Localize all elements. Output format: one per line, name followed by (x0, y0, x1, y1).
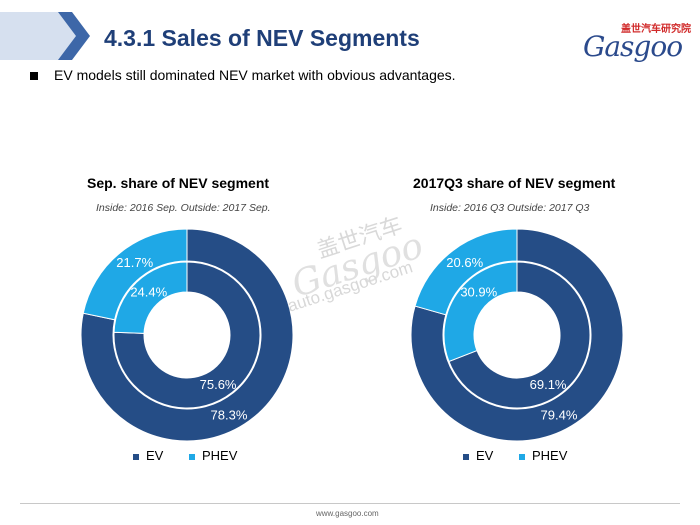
bullet-square-icon (30, 72, 38, 80)
page-title: 4.3.1 Sales of NEV Segments (104, 25, 420, 51)
legend-item-ev: EV (463, 448, 493, 463)
outer-ring-label-phev: 21.7% (116, 255, 153, 270)
inner-ring-label-ev: 75.6% (200, 377, 237, 392)
phev-swatch-icon (188, 453, 195, 460)
legend-item-phev: PHEV (518, 448, 568, 464)
outer-ring-label-ev: 78.3% (211, 408, 248, 423)
legend-label: PHEV (201, 448, 238, 464)
inner-ring-slice-ev (113, 261, 261, 409)
legend-item-phev: PHEV (188, 448, 238, 464)
ev-swatch-icon (463, 453, 469, 460)
outer-ring-slice-phev (414, 229, 518, 316)
bullet-text: EV models still dominated NEV market wit… (54, 67, 456, 83)
slide-header: 4.3.1 Sales of NEV Segments 盖世汽车研究院 Gasg… (0, 0, 700, 72)
phev-swatch-icon (518, 453, 525, 460)
watermark-brand: Gasgoo (286, 225, 429, 306)
inner-ring-label-ev: 69.1% (530, 377, 567, 392)
inner-ring-slice-ev (448, 261, 591, 409)
chart2-legend: EV PHEV (463, 447, 589, 463)
legend-label: PHEV (531, 448, 568, 464)
gasgoo-logo: 盖世汽车研究院 Gasgoo (575, 20, 691, 63)
inner-ring-slice-phev (113, 261, 188, 334)
legend-item-ev: EV (133, 448, 163, 463)
inner-ring-slice-phev (443, 261, 518, 363)
chart2-title: 2017Q3 share of NEV segment (413, 175, 616, 191)
inner-ring-label-phev: 24.4% (130, 284, 167, 299)
watermark-url: auto.gasgoo.com (285, 257, 416, 316)
outer-ring-label-ev: 79.4% (541, 408, 578, 423)
legend-label: EV (476, 448, 494, 464)
logo-english-text: Gasgoo (583, 30, 683, 63)
chart1-subtitle: Inside: 2016 Sep. Outside: 2017 Sep. (96, 202, 271, 214)
footer-divider (20, 503, 680, 504)
header-chevron-icon (0, 12, 90, 60)
outer-ring-slice-ev (81, 229, 293, 441)
ev-swatch-icon (133, 453, 139, 460)
footer-url: www.gasgoo.com (316, 509, 379, 518)
legend-label: EV (146, 448, 164, 464)
watermark-chinese: 盖世汽车 (314, 212, 406, 264)
chart2-donut: 69.1% 30.9% 79.4% 20.6% (411, 229, 623, 441)
chart1-donut: 75.6% 24.4% 78.3% 21.7% (81, 229, 293, 441)
outer-ring-label-phev: 20.6% (446, 255, 483, 270)
chart2-subtitle: Inside: 2016 Q3 Outside: 2017 Q3 (430, 202, 590, 214)
inner-ring-label-phev: 30.9% (460, 284, 497, 299)
outer-ring-slice-phev (82, 229, 188, 321)
chart1-legend: EV PHEV (133, 447, 259, 463)
outer-ring-slice-ev (411, 229, 623, 441)
logo-chinese-text: 盖世汽车研究院 (621, 24, 691, 35)
chart1-title: Sep. share of NEV segment (87, 175, 270, 191)
